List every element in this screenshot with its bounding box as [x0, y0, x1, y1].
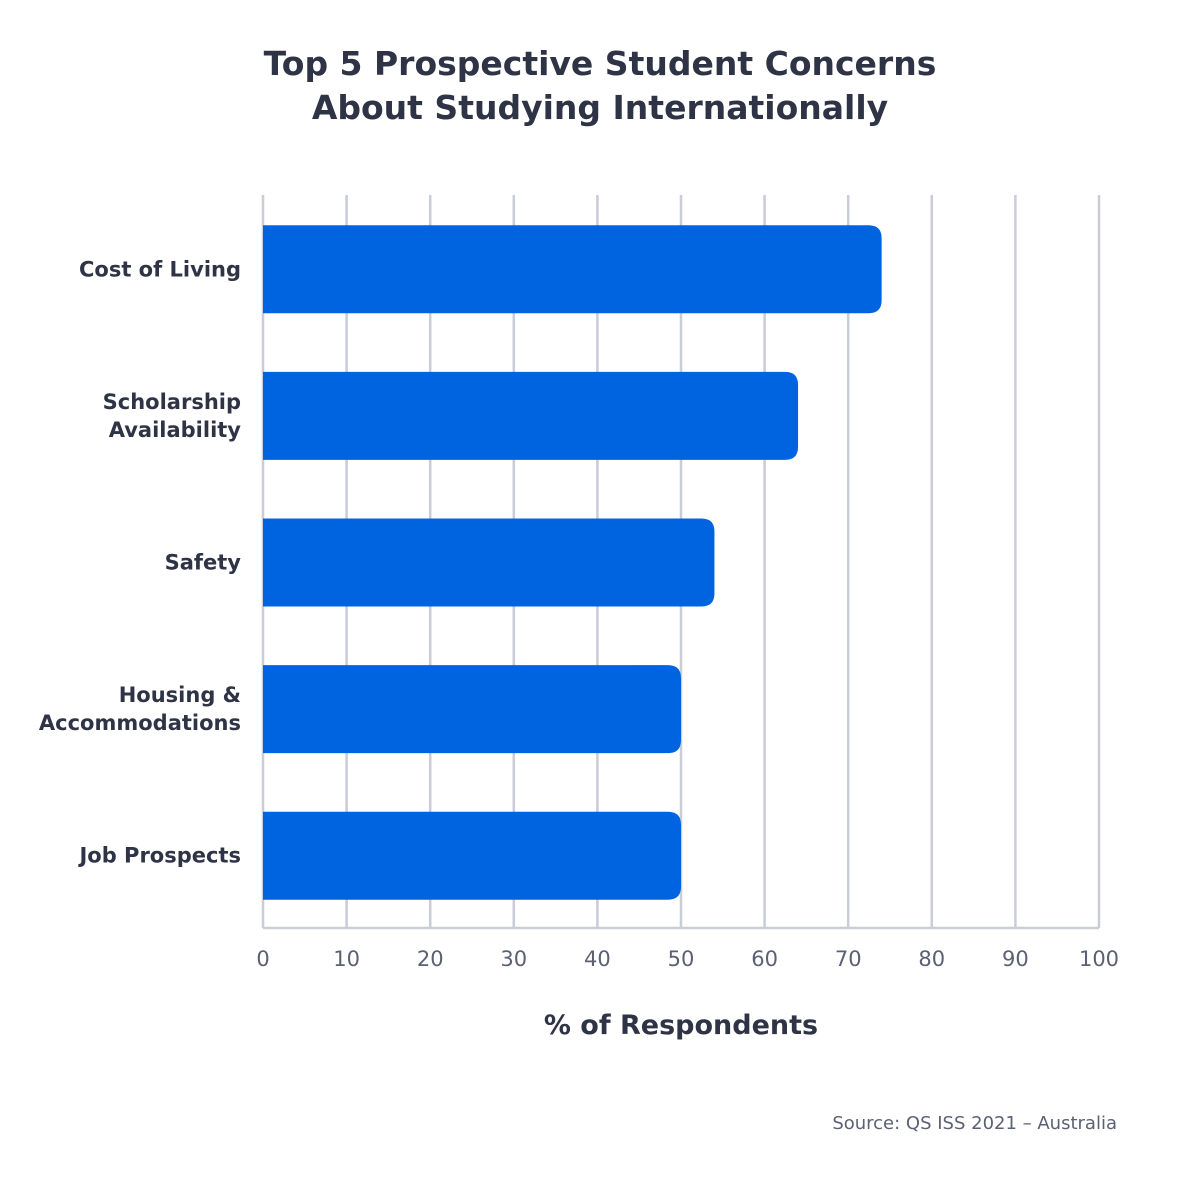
bar: [263, 225, 882, 314]
x-tick-label: 100: [1079, 947, 1119, 971]
x-tick-label: 70: [835, 947, 862, 971]
category-label-line: Accommodations: [39, 711, 241, 735]
y-category-label: Job Prospects: [77, 844, 241, 868]
bar: [263, 665, 681, 754]
x-tick-label: 50: [668, 947, 695, 971]
y-category-label: Safety: [165, 551, 242, 575]
category-label-line: Scholarship: [103, 390, 241, 414]
category-label-line: Job Prospects: [77, 844, 241, 868]
category-label-line: Housing &: [119, 683, 241, 707]
y-category-label: Housing & Accommodations: [39, 683, 241, 735]
x-tick-label: 60: [751, 947, 778, 971]
x-tick-label: 10: [333, 947, 360, 971]
category-label-line: Cost of Living: [79, 257, 241, 281]
x-axis-title: % of Respondents: [544, 1010, 818, 1041]
category-label-line: Availability: [109, 418, 242, 442]
bar: [263, 518, 715, 607]
bar: [263, 811, 681, 900]
chart-title: Top 5 Prospective Student Concerns About…: [0, 42, 1200, 130]
bar: [263, 371, 799, 460]
y-category-label: Scholarship Availability: [103, 390, 242, 442]
x-tick-label: 20: [417, 947, 444, 971]
x-tick-label: 30: [500, 947, 527, 971]
title-line-2: About Studying Internationally: [311, 88, 889, 127]
x-tick-label: 80: [918, 947, 945, 971]
source-note: Source: QS ISS 2021 – Australia: [832, 1113, 1117, 1134]
y-category-label: Cost of Living: [79, 257, 241, 281]
x-tick-label: 0: [256, 947, 269, 971]
title-line-1: Top 5 Prospective Student Concerns: [263, 44, 937, 83]
x-tick-label: 90: [1002, 947, 1029, 971]
x-tick-label: 40: [584, 947, 611, 971]
category-label-line: Safety: [165, 551, 242, 575]
